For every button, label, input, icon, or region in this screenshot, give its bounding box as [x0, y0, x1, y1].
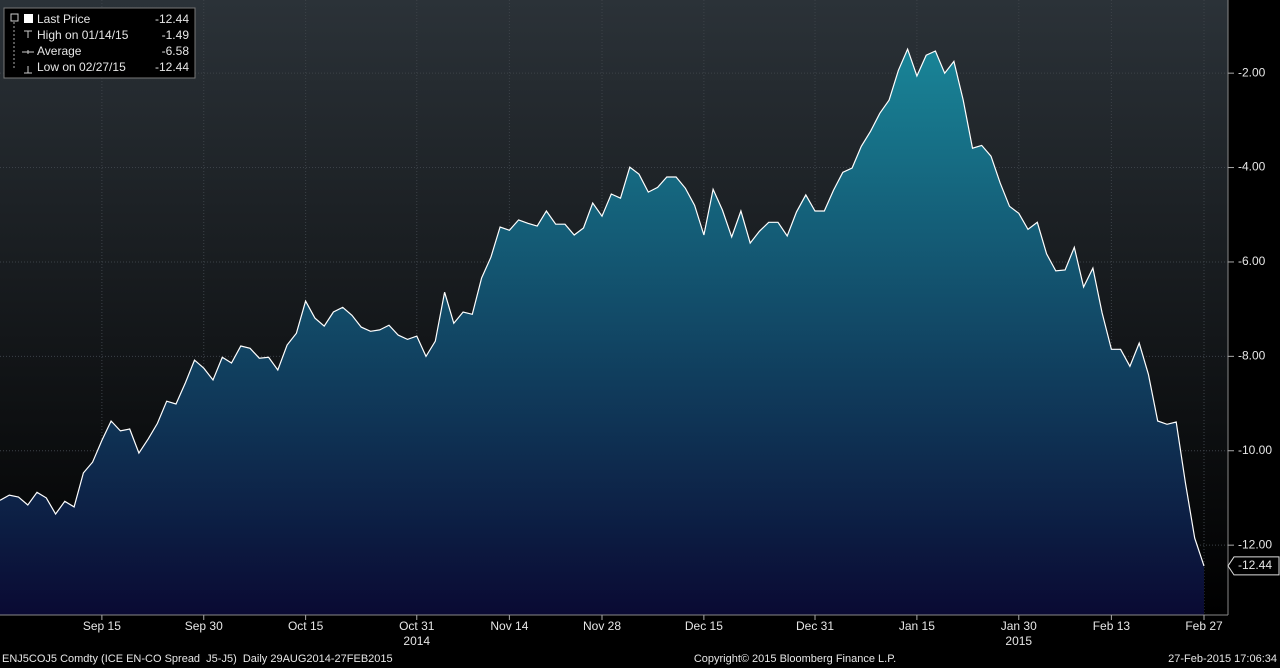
- legend-icon: [22, 50, 34, 54]
- legend-value: -6.58: [162, 44, 190, 58]
- y-tick-label: -8.00: [1238, 349, 1266, 363]
- legend-icon: [10, 13, 19, 22]
- footer-right: 27-Feb-2015 17:06:34: [1168, 653, 1277, 665]
- y-tick-label: -12.00: [1238, 537, 1272, 551]
- y-tick-label: -6.00: [1238, 254, 1266, 268]
- x-tick-label: Jan 30: [1001, 619, 1037, 633]
- legend-box: [3, 7, 196, 79]
- x-tick-label: Sep 30: [185, 619, 223, 633]
- axes: -12.00 -10.00 -8.00 -6.00 -4.00 -2.00 Sep 15 Se…: [83, 65, 1280, 648]
- legend-label: Last Price: [37, 12, 91, 26]
- x-tick-label: Feb 27: [1185, 619, 1223, 633]
- x-tick-label: Nov 28: [583, 619, 621, 633]
- line: [0, 47, 1205, 567]
- last-price-tag: -12.44: [1238, 558, 1272, 572]
- y-tick-label: -4.00: [1238, 160, 1266, 174]
- legend-value: -1.49: [162, 28, 190, 42]
- legend-value: -12.44: [155, 12, 189, 26]
- last-price-tag-bg: [1227, 556, 1280, 576]
- y-tick-label: -2.00: [1238, 65, 1266, 79]
- x-tick-label: Jan 15: [899, 619, 935, 633]
- x-year-label: 2015: [1005, 634, 1032, 648]
- x-tick-label: Nov 14: [490, 619, 528, 633]
- x-tick-label: Feb 13: [1093, 619, 1131, 633]
- area-fill: [0, 49, 1204, 616]
- x-year-label: 2014: [403, 634, 430, 648]
- legend-icon: [24, 30, 32, 38]
- legend-label: Low on 02/27/15: [37, 60, 126, 74]
- x-tick-label: Oct 15: [288, 619, 324, 633]
- footer-left: ENJ5COJ5 Comdty (ICE EN-CO Spread J5-J5)…: [2, 653, 393, 665]
- x-tick-label: Oct 31: [399, 619, 435, 633]
- legend-label: High on 01/14/15: [37, 28, 129, 42]
- legend-label: Average: [37, 44, 82, 58]
- marks: [0, 47, 1205, 616]
- legend-value: -12.44: [155, 60, 189, 74]
- x-tick-label: Sep 15: [83, 619, 121, 633]
- y-tick-label: -10.00: [1238, 443, 1272, 457]
- x-tick-label: Dec 31: [796, 619, 834, 633]
- footer-center: Copyright© 2015 Bloomberg Finance L.P.: [694, 653, 896, 665]
- legend-swatch: [24, 14, 33, 23]
- legend: Last Price -12.44 High on 01/14/15 -1.49…: [3, 7, 196, 79]
- x-tick-label: Dec 15: [685, 619, 723, 633]
- legend-icon: [24, 66, 32, 74]
